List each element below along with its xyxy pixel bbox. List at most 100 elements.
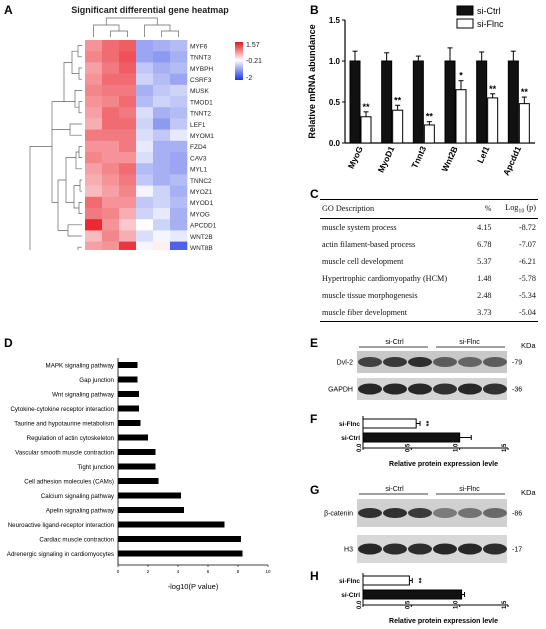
heatmap-cell — [85, 219, 103, 231]
heatmap-cell — [136, 62, 154, 74]
heatmap-cell — [170, 62, 188, 74]
heatmap-cell — [153, 152, 171, 164]
blot-kda-label: -79 — [512, 360, 522, 367]
heatmap-cell — [153, 196, 171, 209]
heatmap-cell — [119, 84, 137, 97]
heatmap-cell — [102, 219, 120, 231]
bar-si-Flnc — [487, 97, 499, 144]
go-table-row: muscle tissue morphogenesis 2.48 -5.34 — [320, 287, 538, 304]
go-cell-logp: -6.21 — [518, 256, 536, 266]
heatmap-title: Significant differential gene heatmap — [71, 5, 229, 15]
bar-si-Ctrl — [507, 60, 519, 144]
heatmap-cell — [170, 163, 188, 175]
dendrogram-branch — [63, 62, 75, 102]
row-dendrogram — [29, 45, 82, 250]
go-cell-logp: -5.04 — [493, 303, 538, 322]
bar-si-Flnc — [392, 109, 404, 144]
heatmap-cell — [102, 152, 120, 164]
legend-swatch — [456, 18, 474, 29]
heatmap-cell — [119, 196, 137, 209]
bar-si-Flnc — [360, 116, 372, 144]
colorbar-max-label: 1.57 — [246, 42, 260, 49]
x-category-label: Lef1 — [475, 144, 492, 164]
heatmap-cell — [85, 185, 103, 198]
go-table: GO Description % Log10 (p) muscle system… — [320, 199, 538, 322]
heatmap-cell — [136, 230, 154, 242]
heatmap-gene-label: MYL1 — [190, 167, 207, 174]
heatmap-cell — [170, 73, 188, 86]
heatmap-cell — [153, 219, 171, 231]
heatmap-cell — [136, 129, 154, 142]
heatmap-cell — [136, 185, 154, 198]
pathway-label: Apelin signaling pathway — [46, 508, 115, 515]
blot-group-label: si-Ctrl — [385, 339, 404, 346]
heatmap-cell — [119, 140, 137, 153]
x-category-label: Wnt2B — [439, 145, 459, 174]
x-tick-label: 1.0 — [454, 600, 460, 609]
heatmap-cell — [170, 51, 188, 63]
dendrogram-branch — [78, 202, 82, 214]
heatmap-cell — [85, 140, 103, 153]
heatmap-cell — [136, 196, 154, 209]
heatmap-cell — [153, 174, 171, 186]
dendrogram-branch — [78, 101, 82, 114]
dendrogram-branch — [57, 179, 68, 231]
go-table-row: muscle cell development 5.37 -6.21 — [320, 253, 538, 270]
heatmap-cell — [85, 96, 103, 108]
heatmap-gene-label: CAV3 — [190, 155, 207, 162]
heatmap-cell — [153, 241, 171, 250]
significance-mark: * — [459, 71, 463, 81]
blot-protein-label: β-catenin — [324, 511, 353, 518]
pathway-bar — [118, 536, 241, 542]
heatmap-gene-label: APCDD1 — [190, 223, 217, 230]
heatmap-cell — [136, 219, 154, 231]
mrna-y-axis-label: Relative mRNA abundance — [307, 24, 317, 138]
dendrogram-branch — [29, 146, 52, 250]
go-cell-desc: Hypertrophic cardiomyopathy (HCM) — [322, 273, 448, 283]
blot-band — [358, 508, 382, 518]
pathway-bar — [118, 405, 139, 412]
x-tick-label: 0.0 — [357, 443, 363, 452]
heatmap-cell — [119, 51, 137, 63]
heatmap-cell — [119, 230, 137, 242]
heatmap-cell — [85, 152, 103, 164]
heatmap-cell — [170, 40, 188, 52]
go-header-logp: Log10 (p) — [493, 199, 538, 219]
go-cell-desc: muscle fiber development — [320, 303, 468, 322]
pathway-label: Regulation of actin cytoskeleton — [27, 435, 115, 442]
heatmap-cell — [102, 174, 120, 186]
significance-mark: ** — [362, 102, 370, 112]
y-tick-label: 0.0 — [329, 139, 341, 148]
legend-label: si-Flnc — [477, 19, 504, 29]
heatmap-cell — [102, 241, 120, 250]
heatmap-cell — [153, 40, 171, 52]
blot-group-label: si-Flnc — [459, 486, 480, 493]
dendrogram-branch — [75, 151, 82, 170]
legend-swatch — [456, 5, 474, 16]
panel-d-letter: D — [4, 336, 13, 350]
bar-si-Flnc — [455, 89, 467, 144]
heatmap-cell — [170, 174, 188, 186]
colorbar — [235, 42, 243, 80]
bar-si-Ctrl — [381, 60, 393, 144]
heatmap-gene-label: MYF6 — [190, 43, 208, 50]
go-cell-pct: 4.15 — [477, 222, 492, 232]
blot-band — [408, 508, 432, 518]
significance-mark: ** — [521, 87, 529, 97]
x-tick-label: 0.5 — [405, 443, 411, 452]
heatmap-cell — [153, 107, 171, 119]
go-cell-pct: 5.37 — [477, 256, 492, 266]
heatmap-cell — [102, 62, 120, 74]
pathway-label: Tight junction — [77, 464, 114, 471]
x-tick-label: 1.5 — [502, 443, 508, 452]
heatmap-cell — [136, 208, 154, 220]
quant-category-label: si-Ctrl — [341, 435, 360, 442]
dendrogram-branch — [77, 246, 82, 250]
blot-kda-label: -86 — [512, 511, 522, 518]
pathway-label: Cytokine-cytokine receptor interaction — [10, 406, 114, 413]
blot-kda-label: -36 — [512, 387, 522, 394]
pathway-bar — [118, 362, 138, 368]
blot-kda-unit: KDa — [521, 488, 536, 497]
blot-band — [483, 357, 507, 367]
blot-band — [458, 357, 482, 367]
